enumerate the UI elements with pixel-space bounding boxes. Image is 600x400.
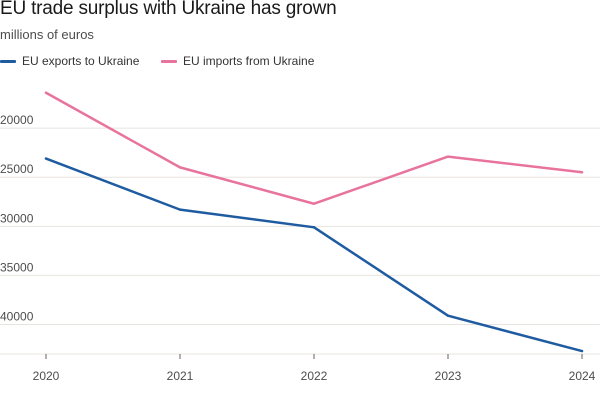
data-point-0-0 [44,157,48,160]
y-tick-label-20000: 20000 [0,113,34,127]
data-point-0-4 [580,349,584,353]
x-axis: 2020 2021 2022 2023 2024 [0,353,600,383]
data-point-1-2 [312,202,316,205]
legend-swatch-imports [161,59,177,63]
chart-title: EU trade surplus with Ukraine has grown [0,0,337,19]
data-point-0-3 [446,314,450,317]
x-tick-label-2023: 2023 [435,369,462,383]
x-tick-label-2024: 2024 [569,369,596,383]
data-point-1-0 [44,91,48,94]
y-tick-label-40000: 40000 [0,310,34,324]
y-tick-label-25000: 25000 [0,162,34,176]
legend-item-exports: EU exports to Ukraine [0,54,139,68]
data-point-1-3 [446,155,450,158]
y-axis-labels: 20000 25000 30000 35000 40000 [0,113,34,323]
x-tick-label-2022: 2022 [301,369,328,383]
data-point-1-4 [580,171,584,174]
legend-label-exports: EU exports to Ukraine [22,54,140,68]
y-tick-label-35000: 35000 [0,260,34,274]
x-tick-label-2021: 2021 [167,369,194,383]
legend-item-imports: EU imports from Ukraine [161,54,314,68]
chart-subtitle: millions of euros [0,27,94,42]
data-point-0-2 [312,226,316,229]
series-lines [44,91,584,353]
x-tick-label-2020: 2020 [33,369,60,383]
series-line-0 [44,157,584,353]
legend-label-imports: EU imports from Ukraine [183,54,315,68]
data-point-0-1 [178,208,182,211]
series-line-1 [44,91,584,205]
y-tick-label-30000: 30000 [0,211,34,225]
data-point-1-1 [178,166,182,169]
legend-swatch-exports [0,59,16,63]
